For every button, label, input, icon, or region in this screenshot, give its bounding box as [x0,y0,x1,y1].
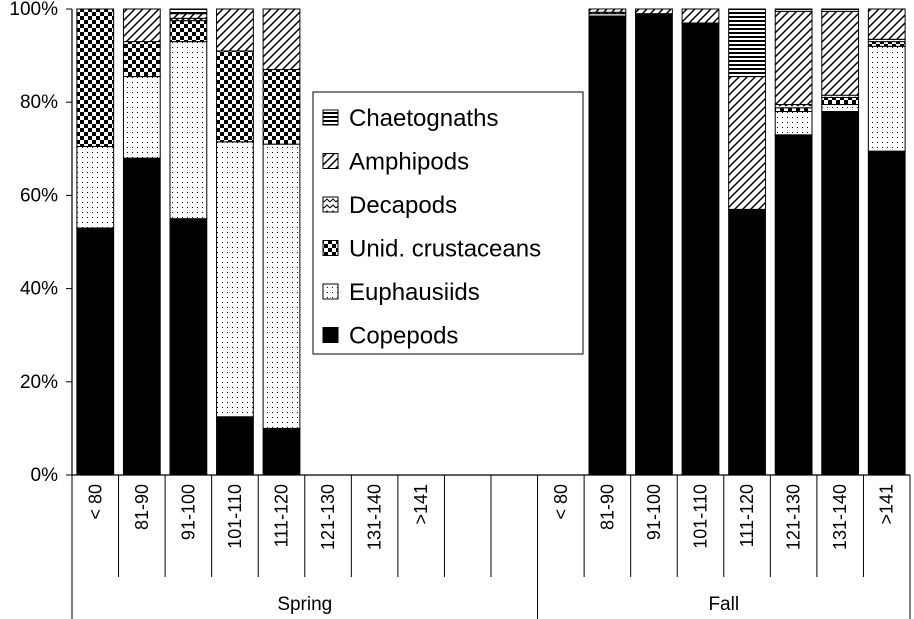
y-tick-label: 100% [9,0,58,20]
category-label: 121-130 [318,484,338,550]
y-tick-label: 60% [20,185,58,206]
bar-segment-chaetognaths [821,8,860,12]
bar-segment-unid-crustaceans [821,97,860,106]
bar-segment-unid-crustaceans [76,8,115,147]
bar-segment-chaetognaths [728,8,766,78]
bar-segment-euphausiids [774,111,813,136]
bar-segment-amphipods [774,10,813,106]
legend-label: Amphipods [349,149,469,176]
category-label: 131-140 [365,484,385,550]
legend-swatch [322,196,339,213]
bar-segment-unid-crustaceans [774,107,813,113]
bar-segment-euphausiids [76,145,115,229]
bar-segment-copepods [122,157,161,476]
bar-segment-euphausiids [867,45,906,152]
legend-swatch [322,153,339,169]
legend-swatch [322,109,339,126]
group-label: Fall [708,594,739,615]
legend: Chaetognaths Amphipods Decapods Unid. crust… [312,91,584,355]
category-label: 91-100 [178,484,198,540]
y-tick-label: 0% [31,465,59,486]
category-label: >141 [411,484,431,525]
bar-segment-unid-crustaceans [262,69,301,145]
bar-segment-euphausiids [216,141,254,418]
bar-segment-copepods [76,227,115,476]
bar-segment-unid-crustaceans [216,50,254,143]
bar-segment-amphipods [216,8,254,52]
category-label: 131-140 [830,484,850,550]
category-label: 101-110 [225,484,245,549]
category-labels: < 80 81-90 91-100 101-110 111-120 121-130 131-… [71,475,911,577]
category-label: >141 [877,484,897,525]
legend-label: Decapods [349,192,457,219]
bars [76,8,906,476]
bar-segment-copepods [867,150,906,476]
y-tick-label: 20% [20,372,58,393]
legend-label: Copepods [349,323,458,350]
legend-box [312,91,584,355]
bar-segment-copepods [169,218,208,476]
bar-segment-amphipods [821,10,860,96]
bar-segment-copepods [216,416,254,476]
bar-segment-amphipods [728,76,766,210]
bar-segment-amphipods [169,13,208,19]
bar-segment-euphausiids [262,143,301,429]
bar-segment-unid-crustaceans [122,41,161,78]
bar-segment-unid-crustaceans [169,20,208,43]
bar-segment-amphipods [681,8,720,24]
category-label: 81-90 [132,484,152,530]
bar-segment-amphipods [262,8,301,71]
bar-segment-copepods [262,427,301,476]
bar-segment-copepods [588,15,627,476]
bar-segment-amphipods [867,8,906,40]
category-label: 91-100 [644,484,664,540]
category-label: 111-120 [737,484,757,547]
legend-swatch [322,283,339,300]
bar-segment-copepods [821,111,860,476]
bar-segment-chaetognaths [169,8,208,15]
category-label: < 80 [551,484,571,520]
legend-label: Unid. crustaceans [349,236,541,263]
legend-label: Euphausiids [349,279,480,306]
bar-segment-copepods [681,22,720,476]
bar-segment-copepods [774,134,813,476]
bar-segment-euphausiids [122,76,161,159]
group-label: Spring [277,594,332,615]
bar-segment-amphipods [635,8,673,15]
bar-segment-euphausiids [821,104,860,113]
bar-segment-copepods [728,208,766,476]
category-label: 121-130 [784,484,804,550]
bar-segment-chaetognaths [774,8,813,12]
category-label: 81-90 [597,484,617,530]
legend-swatch [322,327,339,343]
y-tick-label: 80% [20,92,58,113]
bar-segment-copepods [635,13,673,476]
category-label: < 80 [85,484,105,520]
legend-label: Chaetognaths [349,105,498,132]
category-label: 101-110 [691,484,711,549]
bar-segment-amphipods [588,8,627,13]
legend-swatch [322,240,339,256]
bar-segment-unid-crustaceans [867,41,906,47]
y-tick-label: 40% [20,279,58,300]
category-label: 111-120 [272,484,292,547]
bar-segment-amphipods [122,8,161,43]
bar-segment-euphausiids [169,41,208,220]
group-labels: Spring Fall [71,577,911,619]
y-axis-tick-labels: 0% 20% 40% 60% 80% 100% [9,0,58,486]
